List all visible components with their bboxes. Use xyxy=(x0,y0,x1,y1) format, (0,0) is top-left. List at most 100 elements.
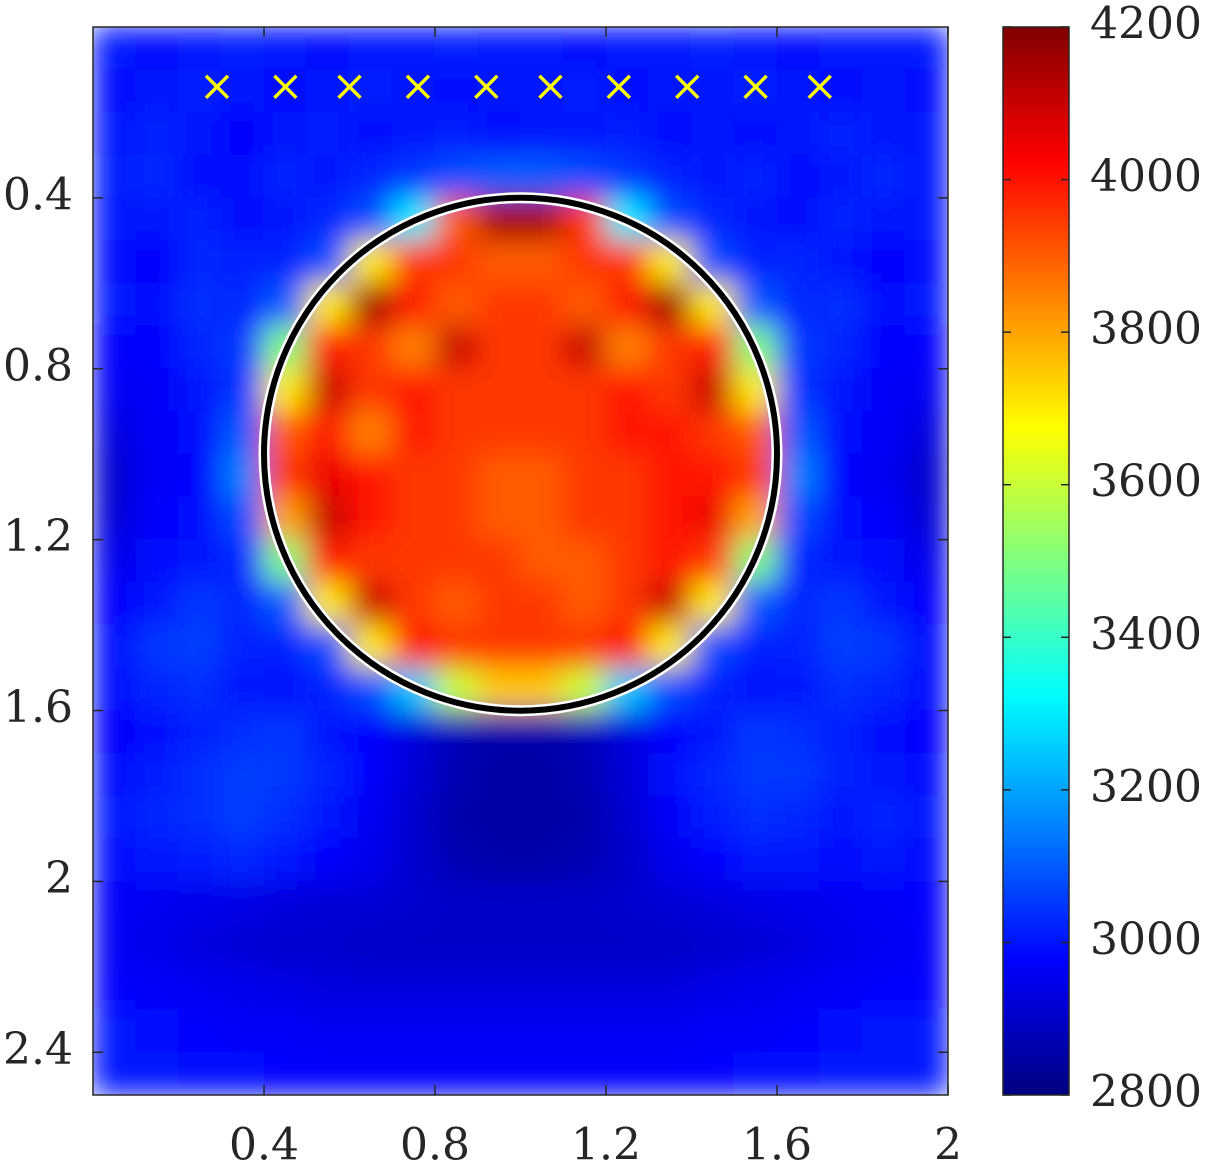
heat-cell xyxy=(819,453,863,498)
heat-cell xyxy=(562,410,607,455)
heat-cell xyxy=(220,410,265,455)
heat-cell xyxy=(135,69,179,113)
heat-cell xyxy=(862,325,906,370)
heat-cell xyxy=(904,795,948,840)
heat-cell xyxy=(520,1009,564,1053)
heat-cell xyxy=(904,667,948,712)
sensor-marker xyxy=(204,74,230,100)
heat-cell xyxy=(733,69,778,113)
heat-cell xyxy=(220,710,265,754)
heat-cell xyxy=(434,539,479,583)
heat-cell xyxy=(135,795,179,840)
heat-cell xyxy=(520,410,564,455)
heat-cell xyxy=(477,453,521,498)
heat-cell xyxy=(135,966,179,1011)
heat-cell xyxy=(648,581,692,626)
heat-cell xyxy=(904,111,948,156)
heat-cell xyxy=(220,752,265,797)
heat-cell xyxy=(93,880,137,925)
heat-cell xyxy=(733,667,778,712)
heat-cell xyxy=(434,453,479,498)
heat-cell xyxy=(178,154,222,199)
heat-cell xyxy=(477,539,521,583)
heat-cell xyxy=(819,240,863,284)
heat-cell xyxy=(776,1009,821,1053)
heat-cell xyxy=(691,410,735,455)
heat-cell xyxy=(520,710,564,754)
heat-cell xyxy=(776,27,821,71)
heat-cell xyxy=(93,368,137,412)
y-tick-label: 1.6 xyxy=(3,682,73,733)
heatmap xyxy=(93,27,948,1095)
heat-cell xyxy=(819,368,863,412)
heat-cell xyxy=(93,453,137,498)
heat-cell xyxy=(178,880,222,925)
heat-cell xyxy=(349,923,393,968)
heat-cell xyxy=(605,581,650,626)
heat-cell xyxy=(391,539,436,583)
heat-cell xyxy=(135,1051,179,1095)
axes-box xyxy=(92,26,949,1096)
heat-cell xyxy=(648,496,692,541)
heat-cell xyxy=(691,325,735,370)
heat-cell xyxy=(93,27,137,71)
heat-cell xyxy=(178,923,222,968)
heat-cell xyxy=(135,667,179,712)
heat-cell xyxy=(477,880,521,925)
heat-cell xyxy=(691,111,735,156)
heat-cell xyxy=(562,710,607,754)
heat-cell xyxy=(220,1051,265,1095)
heat-cell xyxy=(520,923,564,968)
heat-cell xyxy=(904,710,948,754)
heat-cell xyxy=(904,880,948,925)
heat-cell xyxy=(178,111,222,156)
heat-cell xyxy=(819,581,863,626)
x-tick-label: 1.6 xyxy=(742,1120,812,1168)
heat-cell xyxy=(93,69,137,113)
heat-cell xyxy=(605,410,650,455)
heat-cell xyxy=(733,111,778,156)
heat-cell xyxy=(306,410,350,455)
heat-cell xyxy=(904,282,948,327)
heat-cell xyxy=(477,710,521,754)
heat-cell xyxy=(904,752,948,797)
heat-cell xyxy=(93,410,137,455)
colorbar xyxy=(1002,26,1070,1096)
heat-cell xyxy=(691,197,735,242)
heat-cell xyxy=(733,27,778,71)
heat-cell xyxy=(434,923,479,968)
heat-cell xyxy=(306,710,350,754)
sensor-marker xyxy=(474,74,499,100)
heat-cell xyxy=(776,539,821,583)
heat-cell xyxy=(391,752,436,797)
heat-cell xyxy=(605,1051,650,1095)
heat-cell xyxy=(178,27,222,71)
heat-cell xyxy=(862,880,906,925)
heat-cell xyxy=(178,624,222,669)
colorbar-tick-label: 2800 xyxy=(1090,1067,1202,1118)
heat-cell xyxy=(520,368,564,412)
colorbar-tick-label: 3200 xyxy=(1090,761,1202,812)
heat-cell xyxy=(562,240,607,284)
heat-cell xyxy=(904,1051,948,1095)
heat-cell xyxy=(776,667,821,712)
heat-cell xyxy=(306,1051,350,1095)
heat-cell xyxy=(178,197,222,242)
heat-cell xyxy=(520,1051,564,1095)
heat-cell xyxy=(220,1009,265,1053)
heat-cell xyxy=(691,710,735,754)
heat-cell xyxy=(862,624,906,669)
heat-cell xyxy=(562,496,607,541)
heat-cell xyxy=(391,923,436,968)
y-tick-label: 2 xyxy=(45,853,73,904)
heat-cell xyxy=(434,496,479,541)
heat-cell xyxy=(776,197,821,242)
heat-cell xyxy=(819,966,863,1011)
heat-cell xyxy=(862,795,906,840)
heat-cell xyxy=(391,795,436,840)
heat-cell xyxy=(776,240,821,284)
heat-cell xyxy=(691,752,735,797)
heat-cell xyxy=(605,282,650,327)
heat-cell xyxy=(220,325,265,370)
